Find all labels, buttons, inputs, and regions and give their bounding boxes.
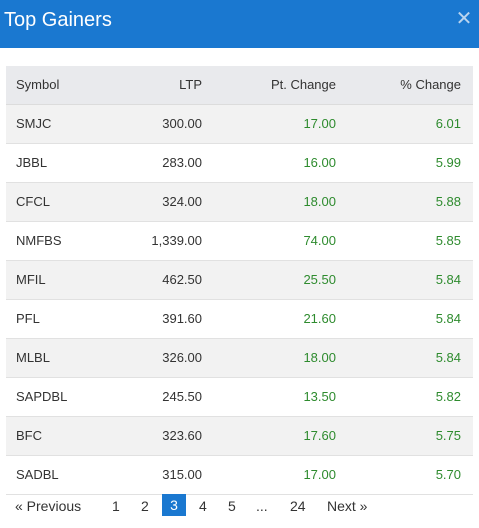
page-link-1[interactable]: 1 — [112, 498, 120, 514]
cell-pt-change: 18.00 — [204, 182, 338, 222]
cell-pt-change: 74.00 — [204, 221, 338, 261]
modal-header: Top Gainers ✕ — [0, 0, 479, 48]
table-row[interactable]: MLBL 326.00 18.00 5.84 — [6, 338, 473, 378]
cell-ltp: 283.00 — [102, 143, 204, 183]
page-link-5[interactable]: 5 — [228, 498, 236, 514]
cell-pct-change: 5.75 — [338, 416, 473, 456]
column-header-ltp[interactable]: LTP — [102, 66, 204, 105]
table-row[interactable]: SMJC 300.00 17.00 6.01 — [6, 104, 473, 144]
cell-pt-change: 25.50 — [204, 260, 338, 300]
cell-ltp: 323.60 — [102, 416, 204, 456]
previous-page-link[interactable]: « Previous — [15, 498, 82, 514]
cell-symbol[interactable]: SMJC — [6, 104, 102, 144]
cell-ltp: 315.00 — [102, 455, 204, 495]
cell-pt-change: 17.00 — [204, 104, 338, 144]
cell-ltp: 391.60 — [102, 299, 204, 339]
table-row[interactable]: SAPDBL 245.50 13.50 5.82 — [6, 377, 473, 417]
cell-ltp: 462.50 — [102, 260, 204, 300]
pagination: « Previous 1 2 3 4 5 ... 24 Next » — [0, 494, 479, 518]
column-header-symbol[interactable]: Symbol — [6, 66, 102, 105]
cell-pt-change: 17.60 — [204, 416, 338, 456]
table-row[interactable]: BFC 323.60 17.60 5.75 — [6, 416, 473, 456]
cell-pt-change: 18.00 — [204, 338, 338, 378]
cell-symbol[interactable]: MLBL — [6, 338, 102, 378]
page-link-3-active[interactable]: 3 — [162, 494, 186, 516]
table-row[interactable]: SADBL 315.00 17.00 5.70 — [6, 455, 473, 495]
cell-symbol[interactable]: SAPDBL — [6, 377, 102, 417]
table-row[interactable]: PFL 391.60 21.60 5.84 — [6, 299, 473, 339]
cell-pct-change: 5.84 — [338, 260, 473, 300]
cell-pct-change: 5.88 — [338, 182, 473, 222]
cell-symbol[interactable]: CFCL — [6, 182, 102, 222]
cell-symbol[interactable]: MFIL — [6, 260, 102, 300]
cell-pct-change: 6.01 — [338, 104, 473, 144]
page-link-2[interactable]: 2 — [141, 498, 149, 514]
page-link-4[interactable]: 4 — [199, 498, 207, 514]
table-row[interactable]: MFIL 462.50 25.50 5.84 — [6, 260, 473, 300]
cell-symbol[interactable]: BFC — [6, 416, 102, 456]
cell-symbol[interactable]: PFL — [6, 299, 102, 339]
table-row[interactable]: CFCL 324.00 18.00 5.88 — [6, 182, 473, 222]
cell-pct-change: 5.84 — [338, 338, 473, 378]
gainers-table: Symbol LTP Pt. Change % Change SMJC 300.0… — [6, 66, 473, 495]
cell-ltp: 245.50 — [102, 377, 204, 417]
cell-pct-change: 5.85 — [338, 221, 473, 261]
cell-symbol[interactable]: JBBL — [6, 143, 102, 183]
gainers-table-container: Symbol LTP Pt. Change % Change SMJC 300.0… — [6, 66, 473, 495]
column-header-pt-change[interactable]: Pt. Change — [204, 66, 338, 105]
cell-pct-change: 5.82 — [338, 377, 473, 417]
cell-pt-change: 13.50 — [204, 377, 338, 417]
cell-pct-change: 5.99 — [338, 143, 473, 183]
cell-pct-change: 5.70 — [338, 455, 473, 495]
cell-ltp: 326.00 — [102, 338, 204, 378]
cell-pt-change: 17.00 — [204, 455, 338, 495]
cell-pct-change: 5.84 — [338, 299, 473, 339]
table-row[interactable]: NMFBS 1,339.00 74.00 5.85 — [6, 221, 473, 261]
close-icon[interactable]: ✕ — [455, 8, 473, 30]
cell-symbol[interactable]: NMFBS — [6, 221, 102, 261]
column-header-pct-change[interactable]: % Change — [338, 66, 473, 105]
table-row[interactable]: JBBL 283.00 16.00 5.99 — [6, 143, 473, 183]
cell-pt-change: 21.60 — [204, 299, 338, 339]
cell-ltp: 1,339.00 — [102, 221, 204, 261]
table-header-row: Symbol LTP Pt. Change % Change — [6, 66, 473, 105]
cell-pt-change: 16.00 — [204, 143, 338, 183]
page-ellipsis: ... — [256, 498, 268, 514]
cell-ltp: 324.00 — [102, 182, 204, 222]
page-link-24[interactable]: 24 — [290, 498, 306, 514]
cell-ltp: 300.00 — [102, 104, 204, 144]
modal-title: Top Gainers — [4, 9, 112, 31]
next-page-link[interactable]: Next » — [327, 498, 368, 514]
cell-symbol[interactable]: SADBL — [6, 455, 102, 495]
